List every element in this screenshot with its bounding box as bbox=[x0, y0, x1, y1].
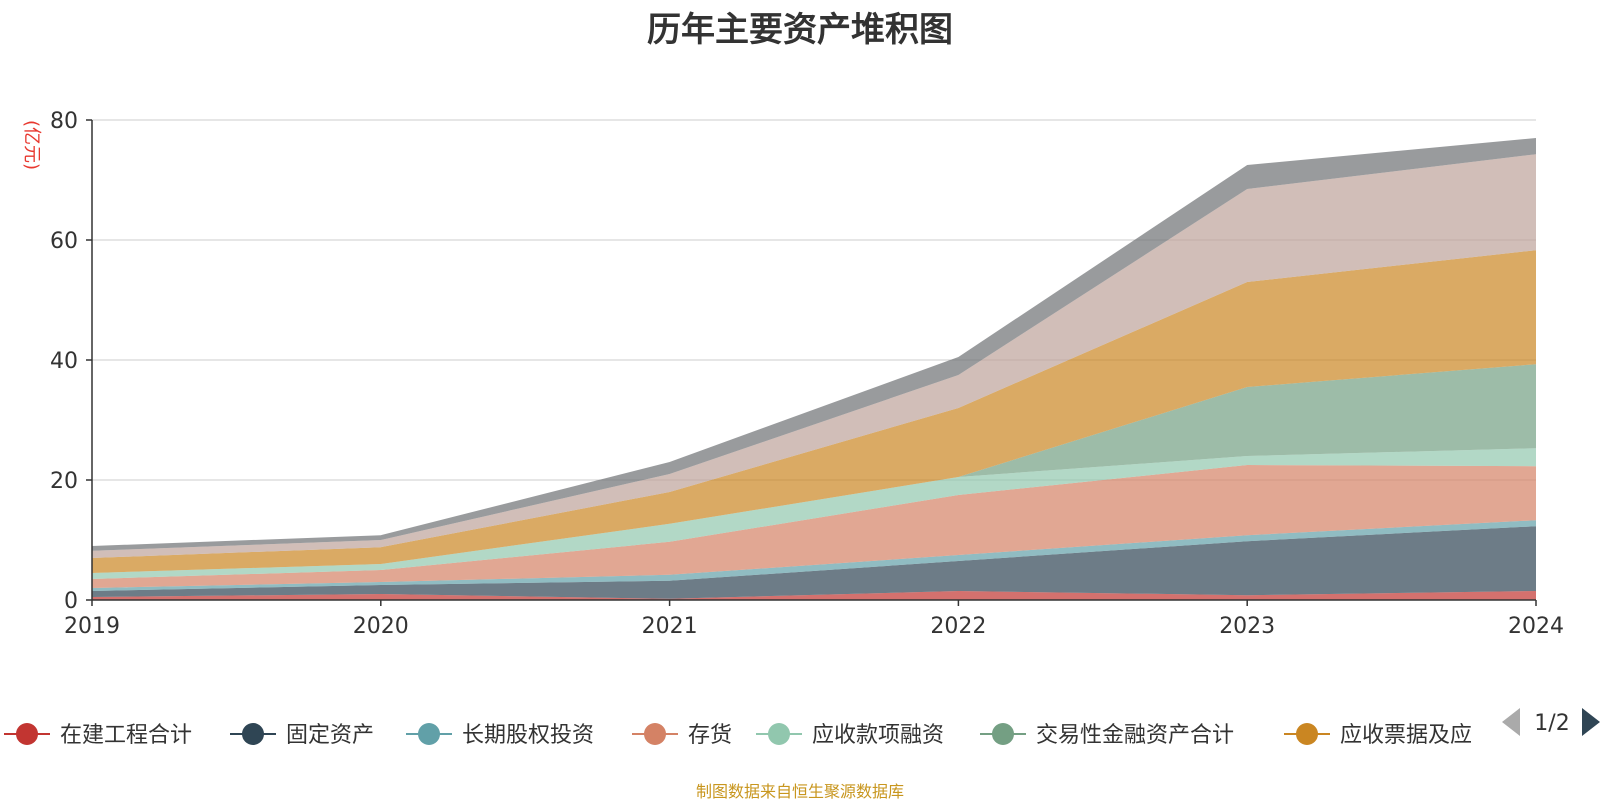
legend-pager: 1/2 bbox=[1502, 708, 1600, 736]
tick-labels: 0 20 40 60 80 2019 2020 2021 2022 2023 2024 bbox=[50, 109, 1564, 639]
legend-item[interactable]: 存货 bbox=[632, 723, 732, 748]
x-tick-label: 2019 bbox=[64, 614, 120, 639]
data-source-note: 制图数据来自恒生聚源数据库 bbox=[695, 782, 904, 801]
legend: 在建工程合计 固定资产 长期股权投资 存货 应收款项融资 交易性金融资产合计 应收票据及应 bbox=[4, 723, 1472, 748]
legend-label: 长期股权投资 bbox=[462, 723, 594, 748]
legend-circle-marker bbox=[644, 723, 666, 745]
triangle-right-icon[interactable] bbox=[1582, 708, 1600, 736]
legend-circle-marker bbox=[1296, 723, 1318, 745]
legend-circle-marker bbox=[242, 723, 264, 745]
legend-circle-marker bbox=[418, 723, 440, 745]
area-series-2 bbox=[92, 526, 1536, 599]
legend-item[interactable]: 应收款项融资 bbox=[756, 723, 944, 748]
legend-label: 存货 bbox=[688, 723, 732, 748]
y-tick-label: 80 bbox=[50, 109, 78, 134]
area-series-6 bbox=[92, 364, 1536, 573]
legend-item[interactable]: 交易性金融资产合计 bbox=[980, 723, 1234, 748]
legend-label: 应收票据及应 bbox=[1340, 723, 1472, 748]
legend-item[interactable]: 应收票据及应 bbox=[1284, 723, 1472, 748]
legend-label: 固定资产 bbox=[286, 723, 374, 748]
area-series-5 bbox=[92, 448, 1536, 579]
legend-circle-marker bbox=[768, 723, 790, 745]
y-axis-unit-label: (亿元) bbox=[21, 120, 42, 170]
y-tick-label: 20 bbox=[50, 469, 78, 494]
area-series-7 bbox=[92, 250, 1536, 573]
x-tick-label: 2021 bbox=[642, 614, 698, 639]
legend-page-indicator: 1/2 bbox=[1534, 711, 1569, 736]
legend-item[interactable]: 固定资产 bbox=[230, 723, 374, 748]
x-tick-label: 2024 bbox=[1508, 614, 1564, 639]
x-tick-label: 2023 bbox=[1219, 614, 1275, 639]
legend-label: 应收款项融资 bbox=[812, 723, 944, 748]
x-tick-label: 2022 bbox=[930, 614, 986, 639]
y-tick-label: 0 bbox=[64, 589, 78, 614]
y-tick-label: 60 bbox=[50, 229, 78, 254]
legend-label: 交易性金融资产合计 bbox=[1036, 723, 1234, 748]
legend-circle-marker bbox=[16, 723, 38, 745]
area-series-group bbox=[92, 138, 1536, 600]
legend-circle-marker bbox=[992, 723, 1014, 745]
legend-item[interactable]: 在建工程合计 bbox=[4, 723, 192, 748]
triangle-left-icon[interactable] bbox=[1502, 708, 1520, 736]
area-series-4 bbox=[92, 465, 1536, 588]
area-series-8 bbox=[92, 154, 1536, 558]
area-series-1 bbox=[92, 591, 1536, 600]
x-tick-label: 2020 bbox=[353, 614, 409, 639]
legend-label: 在建工程合计 bbox=[60, 723, 192, 748]
legend-item[interactable]: 长期股权投资 bbox=[406, 723, 594, 748]
y-tick-label: 40 bbox=[50, 349, 78, 374]
chart-title: 历年主要资产堆积图 bbox=[647, 10, 953, 50]
